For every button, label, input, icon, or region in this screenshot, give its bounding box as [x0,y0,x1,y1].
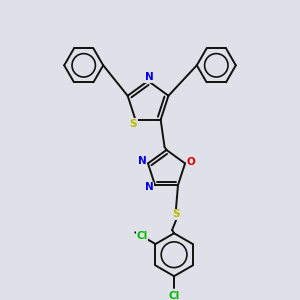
Text: O: O [187,158,195,167]
Text: Cl: Cl [168,291,180,300]
Text: Cl: Cl [136,231,148,241]
Text: N: N [145,72,153,82]
Text: N: N [145,182,154,192]
Text: S: S [172,209,180,220]
Text: N: N [138,157,146,166]
Text: S: S [130,118,137,129]
